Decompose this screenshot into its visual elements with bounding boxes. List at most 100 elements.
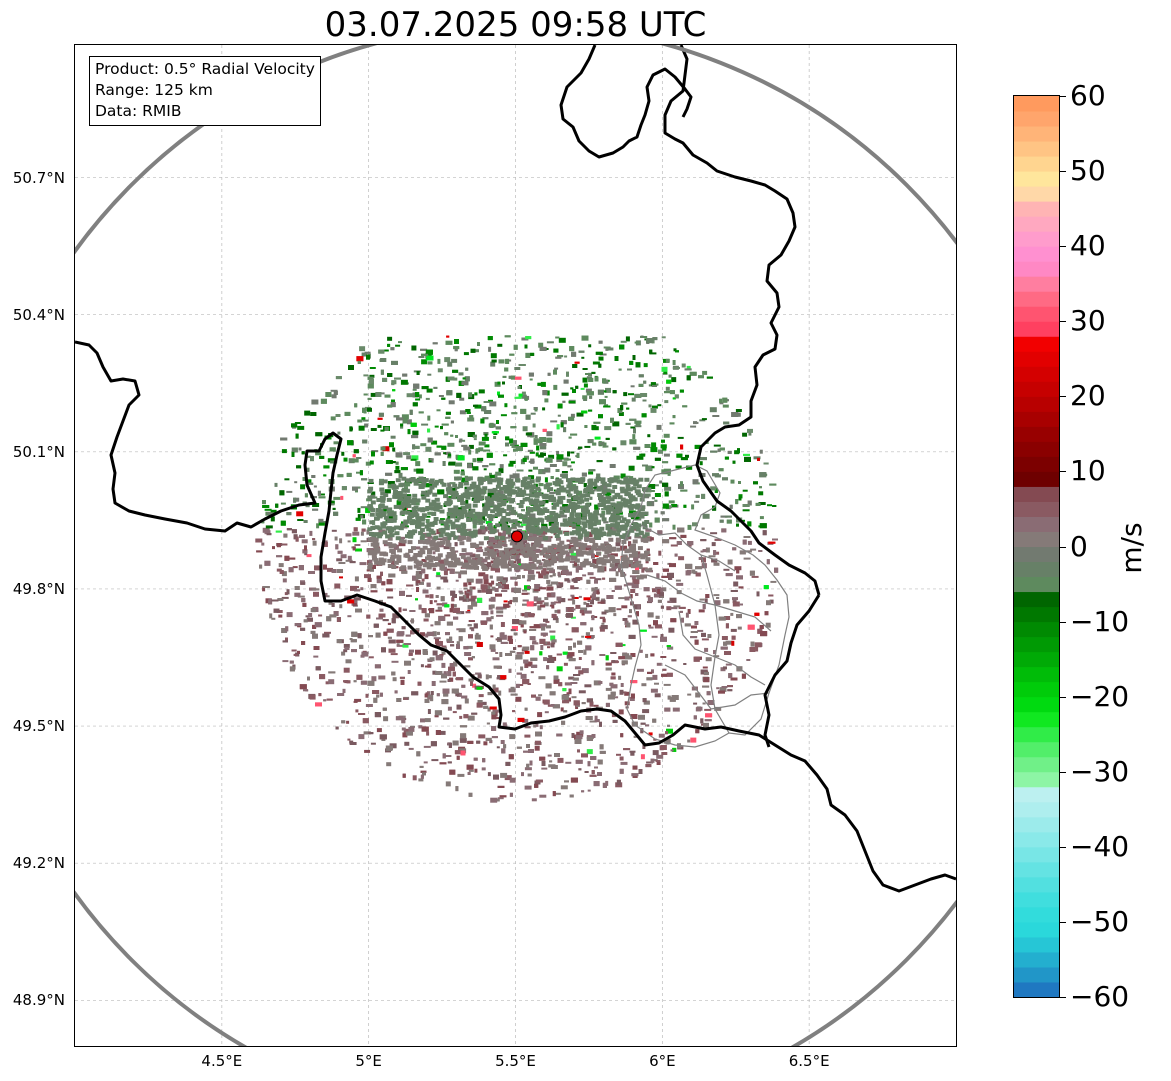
colorbar-tick-mark [1059, 96, 1066, 97]
country-borders [75, 45, 956, 893]
colorbar-bin [1014, 366, 1059, 382]
colorbar-bin [1014, 441, 1059, 457]
border-lu-de [763, 594, 821, 748]
colorbar-tick-mark [1059, 396, 1066, 398]
colorbar-tick-mark [1059, 321, 1066, 323]
colorbar-bin [1014, 621, 1059, 638]
colorbar-tick-mark [1059, 771, 1066, 773]
colorbar-bin [1014, 411, 1059, 427]
colorbar-bin [1014, 801, 1059, 818]
colorbar-tick-mark [1059, 696, 1066, 698]
colorbar-bin [1014, 921, 1059, 938]
lon-tick-label: 5°E [355, 1052, 382, 1070]
luxembourg-canton-4 [700, 554, 730, 734]
colorbar-bin [1014, 606, 1059, 623]
radar-map-canvas [75, 45, 956, 1046]
colorbar-bin [1014, 141, 1059, 157]
colorbar-bin [1014, 261, 1059, 277]
colorbar-unit: m/s [1115, 522, 1148, 574]
colorbar-bin [1014, 741, 1059, 758]
colorbar-tick-label: 30 [1070, 304, 1106, 338]
colorbar-bin [1014, 981, 1059, 997]
colorbar-bin [1014, 726, 1059, 743]
lon-tick-label: 6°E [649, 1052, 676, 1070]
radar-map[interactable] [74, 44, 957, 1047]
colorbar-tick-mark [1059, 997, 1066, 998]
colorbar-bin [1014, 111, 1059, 127]
colorbar-bin [1014, 381, 1059, 397]
range-label: Range: 125 km [95, 81, 213, 99]
border-be-de-east [663, 45, 821, 596]
colorbar-bin [1014, 246, 1059, 262]
colorbar-bin [1014, 576, 1059, 593]
colorbar-bin [1014, 861, 1059, 878]
colorbar-bin [1014, 96, 1059, 112]
lon-tick-label: 5.5°E [495, 1052, 536, 1070]
colorbar-tick-label: −40 [1070, 829, 1130, 863]
colorbar-bin [1014, 636, 1059, 653]
lat-tick-label: 49.8°N [12, 579, 65, 598]
colorbar-tick-label: −10 [1070, 604, 1130, 638]
colorbar-bin [1014, 936, 1059, 953]
colorbar-bin [1014, 216, 1059, 232]
colorbar-bin [1014, 276, 1059, 292]
radar-site-marker[interactable] [510, 530, 523, 543]
colorbar-tick-label: 50 [1070, 154, 1106, 188]
colorbar-tick-mark [1059, 546, 1066, 548]
lon-tick-label: 4.5°E [201, 1052, 243, 1070]
colorbar-bin [1014, 681, 1059, 698]
lat-tick-label: 48.9°N [12, 991, 65, 1010]
lat-tick-label: 49.5°N [12, 717, 65, 736]
colorbar-bin [1014, 201, 1059, 217]
colorbar-bin [1014, 156, 1059, 172]
colorbar-bin [1014, 291, 1059, 307]
colorbar-bin [1014, 816, 1059, 833]
colorbar-tick-label: −20 [1070, 679, 1130, 713]
colorbar-bin [1014, 486, 1059, 502]
radar-site-layer [510, 530, 523, 543]
colorbar-bin [1014, 171, 1059, 187]
colorbar-bin [1014, 471, 1059, 487]
colorbar-tick-mark [1059, 921, 1066, 923]
product-info-box: Product: 0.5° Radial Velocity Range: 125… [89, 56, 321, 126]
colorbar-bin [1014, 711, 1059, 728]
data-source-label: Data: RMIB [95, 102, 182, 120]
colorbar-tick-label: 10 [1070, 454, 1106, 488]
colorbar-bin [1014, 321, 1059, 337]
colorbar-bin [1014, 186, 1059, 202]
colorbar-bin [1014, 876, 1059, 893]
colorbar-bin [1014, 771, 1059, 788]
colorbar-bin [1014, 501, 1059, 517]
colorbar-bin [1014, 906, 1059, 923]
lat-tick-label: 49.2°N [12, 854, 65, 873]
colorbar-tick-mark [1059, 471, 1066, 473]
border-nl-de-north [559, 45, 693, 159]
colorbar-tick-mark [1059, 171, 1066, 173]
colorbar-bin [1014, 516, 1059, 532]
colorbar-bin [1014, 336, 1059, 352]
colorbar-tick-label: −60 [1070, 980, 1130, 1013]
colorbar-tick-label: 40 [1070, 229, 1106, 263]
lon-tick-label: 6.5°E [788, 1052, 830, 1070]
colorbar-tick-label: −30 [1070, 754, 1130, 788]
colorbar-bin [1014, 891, 1059, 908]
colorbar-tick-mark [1059, 846, 1066, 848]
lat-tick-label: 50.1°N [12, 442, 65, 461]
colorbar-bin [1014, 951, 1059, 968]
velocity-echoes [255, 335, 779, 803]
colorbar-bin [1014, 456, 1059, 472]
luxembourg-canton-2 [646, 574, 772, 632]
colorbar-bin [1014, 546, 1059, 563]
colorbar-bin [1014, 231, 1059, 247]
colorbar-bin [1014, 426, 1059, 442]
lat-tick-label: 50.4°N [12, 305, 65, 324]
border-be-fr-west [75, 340, 956, 893]
colorbar-bin [1014, 846, 1059, 863]
colorbar-tick-label: 20 [1070, 379, 1106, 413]
colorbar-bin [1014, 786, 1059, 803]
colorbar-bin [1014, 591, 1059, 608]
colorbar-bin [1014, 651, 1059, 668]
map-title: 03.07.2025 09:58 UTC [324, 5, 707, 45]
colorbar-bin [1014, 561, 1059, 578]
colorbar-bin [1014, 351, 1059, 367]
